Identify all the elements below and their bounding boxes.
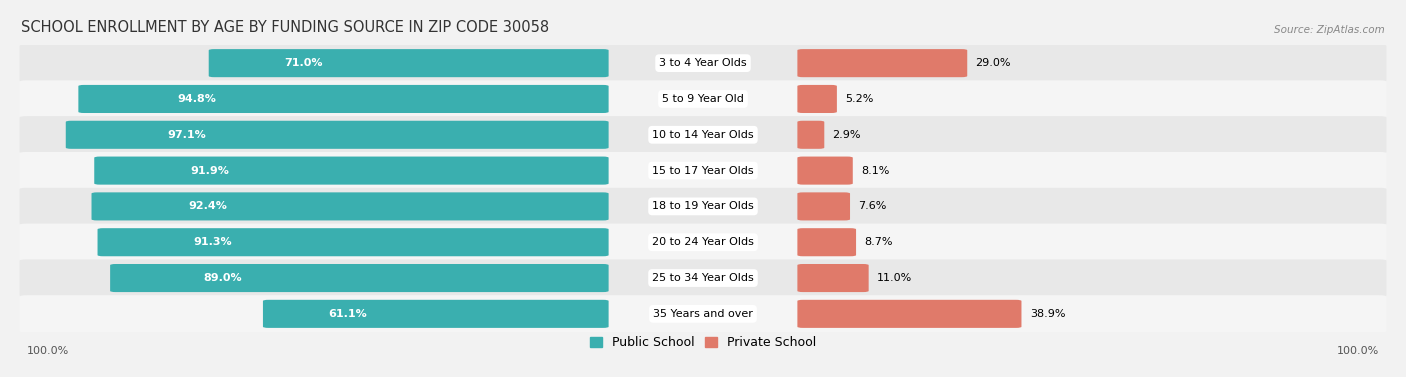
FancyBboxPatch shape	[797, 121, 824, 149]
Text: 71.0%: 71.0%	[284, 58, 323, 68]
Text: 91.3%: 91.3%	[193, 237, 232, 247]
Text: 35 Years and over: 35 Years and over	[652, 309, 754, 319]
FancyBboxPatch shape	[797, 156, 853, 185]
FancyBboxPatch shape	[91, 192, 609, 221]
FancyBboxPatch shape	[94, 156, 609, 185]
Text: 8.1%: 8.1%	[860, 166, 890, 176]
FancyBboxPatch shape	[797, 300, 1022, 328]
Text: 10 to 14 Year Olds: 10 to 14 Year Olds	[652, 130, 754, 140]
Text: 100.0%: 100.0%	[1337, 346, 1379, 356]
Text: 100.0%: 100.0%	[27, 346, 69, 356]
Text: Source: ZipAtlas.com: Source: ZipAtlas.com	[1274, 25, 1385, 35]
Text: 92.4%: 92.4%	[188, 201, 226, 211]
Text: 20 to 24 Year Olds: 20 to 24 Year Olds	[652, 237, 754, 247]
Text: 89.0%: 89.0%	[204, 273, 242, 283]
FancyBboxPatch shape	[79, 85, 609, 113]
FancyBboxPatch shape	[20, 44, 1386, 82]
FancyBboxPatch shape	[20, 259, 1386, 297]
FancyBboxPatch shape	[797, 49, 967, 77]
Text: 8.7%: 8.7%	[865, 237, 893, 247]
Text: 38.9%: 38.9%	[1029, 309, 1066, 319]
FancyBboxPatch shape	[97, 228, 609, 256]
Text: 97.1%: 97.1%	[167, 130, 205, 140]
Text: 3 to 4 Year Olds: 3 to 4 Year Olds	[659, 58, 747, 68]
FancyBboxPatch shape	[20, 116, 1386, 153]
Text: 18 to 19 Year Olds: 18 to 19 Year Olds	[652, 201, 754, 211]
FancyBboxPatch shape	[20, 224, 1386, 261]
FancyBboxPatch shape	[20, 152, 1386, 189]
FancyBboxPatch shape	[20, 295, 1386, 333]
Text: SCHOOL ENROLLMENT BY AGE BY FUNDING SOURCE IN ZIP CODE 30058: SCHOOL ENROLLMENT BY AGE BY FUNDING SOUR…	[21, 20, 550, 35]
FancyBboxPatch shape	[208, 49, 609, 77]
Text: 91.9%: 91.9%	[190, 166, 229, 176]
Legend: Public School, Private School: Public School, Private School	[585, 331, 821, 354]
FancyBboxPatch shape	[797, 264, 869, 292]
FancyBboxPatch shape	[263, 300, 609, 328]
Text: 11.0%: 11.0%	[877, 273, 912, 283]
FancyBboxPatch shape	[20, 188, 1386, 225]
Text: 61.1%: 61.1%	[329, 309, 367, 319]
Text: 15 to 17 Year Olds: 15 to 17 Year Olds	[652, 166, 754, 176]
FancyBboxPatch shape	[797, 85, 837, 113]
FancyBboxPatch shape	[797, 192, 851, 221]
Text: 7.6%: 7.6%	[858, 201, 887, 211]
Text: 2.9%: 2.9%	[832, 130, 860, 140]
FancyBboxPatch shape	[66, 121, 609, 149]
Text: 25 to 34 Year Olds: 25 to 34 Year Olds	[652, 273, 754, 283]
Text: 5 to 9 Year Old: 5 to 9 Year Old	[662, 94, 744, 104]
FancyBboxPatch shape	[20, 80, 1386, 118]
Text: 29.0%: 29.0%	[976, 58, 1011, 68]
Text: 94.8%: 94.8%	[177, 94, 217, 104]
FancyBboxPatch shape	[110, 264, 609, 292]
FancyBboxPatch shape	[797, 228, 856, 256]
Text: 5.2%: 5.2%	[845, 94, 873, 104]
